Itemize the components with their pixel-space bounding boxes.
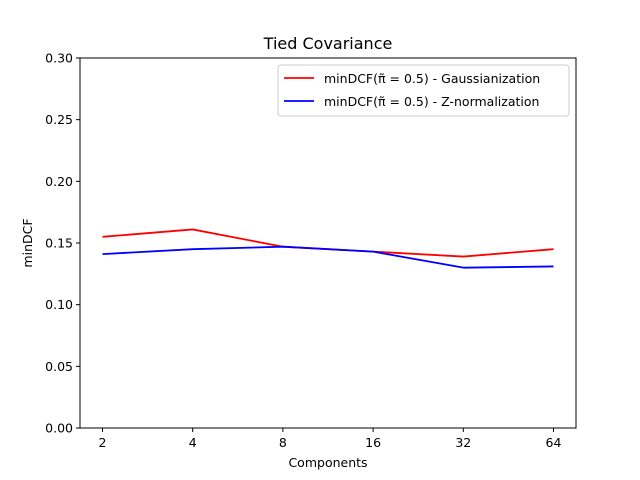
x-tick-label: 64 xyxy=(546,435,562,450)
chart-title: Tied Covariance xyxy=(263,34,393,53)
y-tick-label: 0.30 xyxy=(45,51,73,66)
x-tick-label: 2 xyxy=(99,435,107,450)
x-tick-label: 4 xyxy=(189,435,197,450)
x-tick-label: 8 xyxy=(279,435,287,450)
y-axis-label: minDCF xyxy=(20,218,35,267)
x-axis: 2 4 8 16 32 64 xyxy=(99,428,562,450)
y-axis: 0.00 0.05 0.10 0.15 0.20 0.25 0.30 xyxy=(45,51,80,436)
x-tick-label: 32 xyxy=(455,435,471,450)
legend-label-gaussianization: minDCF(π̃ = 0.5) - Gaussianization xyxy=(324,71,540,86)
y-tick-label: 0.10 xyxy=(45,297,73,312)
x-axis-label: Components xyxy=(288,455,367,470)
y-tick-label: 0.25 xyxy=(45,112,73,127)
y-tick-label: 0.20 xyxy=(45,174,73,189)
series-layer xyxy=(102,228,554,269)
y-tick-label: 0.00 xyxy=(45,421,73,436)
series-line-1 xyxy=(102,245,554,269)
legend-label-z-normalization: minDCF(π̃ = 0.5) - Z-normalization xyxy=(324,94,539,109)
x-tick-label: 16 xyxy=(365,435,381,450)
y-tick-label: 0.05 xyxy=(45,359,73,374)
y-tick-label: 0.15 xyxy=(45,236,73,251)
legend: minDCF(π̃ = 0.5) - Gaussianization minDC… xyxy=(277,64,570,117)
legend-box xyxy=(277,64,570,117)
